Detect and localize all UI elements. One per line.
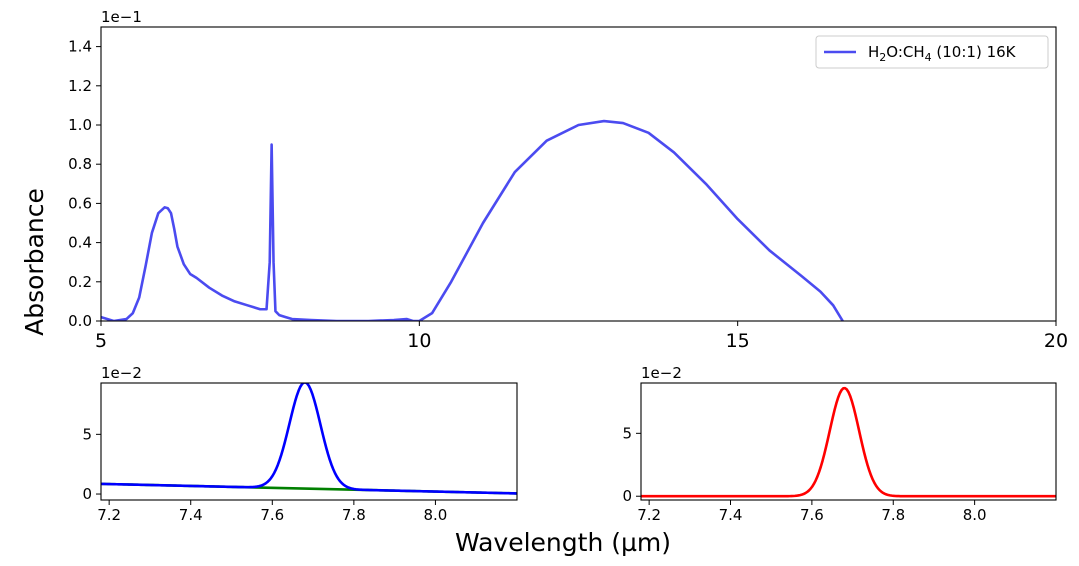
axes-frame-bottom-left xyxy=(100,382,518,501)
y-tick-label-main: 0.2 xyxy=(68,273,92,291)
x-tick-label-bottom-left: 7.4 xyxy=(179,506,203,524)
zoom-panel-left: 7.2 7.4 7.6 7.8 8.0 0 5 1e−2 xyxy=(82,364,518,524)
x-tick-label-bottom-right: 7.4 xyxy=(719,506,743,524)
x-tick-label-bottom-right: 7.6 xyxy=(800,506,824,524)
y-tick-label-main: 1.4 xyxy=(68,38,92,56)
y-tick-label-bottom-left: 5 xyxy=(82,425,92,443)
series-line-main-0 xyxy=(101,119,844,321)
legend-label: H2O:CH4 (10:1) 16K xyxy=(868,43,1017,64)
x-tick-label-bottom-left: 7.6 xyxy=(260,506,284,524)
legend-box xyxy=(815,35,1049,69)
zoom-panel-right: 7.2 7.4 7.6 7.8 8.0 0 5 1e−2 xyxy=(622,364,1057,524)
axes-frame-bottom-right xyxy=(640,382,1057,501)
y-multiplier-label-main: 1e−1 xyxy=(101,8,142,26)
x-tick-label-bottom-left: 7.8 xyxy=(342,506,366,524)
x-tick-label-bottom-right: 7.8 xyxy=(881,506,905,524)
y-tick-label-bottom-right: 5 xyxy=(622,424,632,442)
main-spectrum-panel: 5 10 15 20 0.0 0.2 0.4 0.6 0.8 1.0 1.2 1.4 1e−1 H2O:C… xyxy=(68,8,1068,352)
series-line-bottom-right-0 xyxy=(641,386,1056,498)
x-tick-label-main: 10 xyxy=(407,330,431,352)
y-tick-label-main: 0.4 xyxy=(68,234,92,252)
x-tick-label-main: 15 xyxy=(726,330,750,352)
y-multiplier-label-bottom-left: 1e−2 xyxy=(101,364,142,382)
y-tick-label-bottom-right: 0 xyxy=(622,487,632,505)
y-tick-label-bottom-left: 0 xyxy=(82,485,92,503)
y-tick-label-main: 0.6 xyxy=(68,194,92,212)
axes-frame-main xyxy=(100,26,1057,322)
x-tick-label-bottom-left: 8.0 xyxy=(424,506,448,524)
y-axis-title: Absorbance xyxy=(20,188,49,336)
x-tick-label-main: 5 xyxy=(95,330,107,352)
y-tick-label-main: 0.0 xyxy=(68,312,92,330)
x-tick-label-main: 20 xyxy=(1044,330,1068,352)
y-tick-label-main: 0.8 xyxy=(68,155,92,173)
y-tick-label-main: 1.0 xyxy=(68,116,92,134)
x-tick-label-bottom-right: 7.2 xyxy=(637,506,661,524)
series-line-bottom-left-1 xyxy=(101,383,517,495)
x-axis-title: Wavelength (µm) xyxy=(455,528,671,557)
y-tick-label-main: 1.2 xyxy=(68,77,92,95)
x-tick-label-bottom-left: 7.2 xyxy=(97,506,121,524)
y-multiplier-label-bottom-right: 1e−2 xyxy=(641,364,682,382)
x-tick-label-bottom-right: 8.0 xyxy=(963,506,987,524)
